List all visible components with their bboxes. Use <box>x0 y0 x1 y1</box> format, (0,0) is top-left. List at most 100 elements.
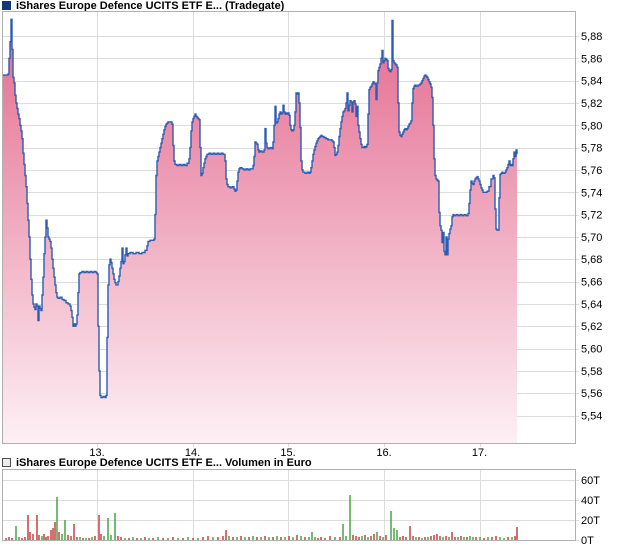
volume-bar <box>76 537 78 540</box>
volume-bar <box>32 534 34 540</box>
volume-bar <box>47 536 49 540</box>
volume-bar <box>248 537 250 540</box>
volume-bar <box>38 535 40 540</box>
volume-bar <box>272 537 274 540</box>
price-chart-header: iShares Europe Defence UCITS ETF E... (T… <box>2 0 285 12</box>
volume-bar <box>424 537 426 540</box>
price-y-axis-labels: 5,88 5,86 5,84 5,82 5,80 5,78 5,76 5,74 5,72 5,70… <box>581 31 602 423</box>
volume-bar <box>373 534 375 540</box>
volume-bar <box>107 518 109 540</box>
volume-bar <box>292 537 294 540</box>
volume-bar <box>491 537 493 540</box>
x-axis-day-label: 13. <box>89 447 104 459</box>
volume-bar <box>454 537 456 540</box>
volume-bar <box>367 537 369 540</box>
volume-bar <box>376 532 378 540</box>
volume-bar <box>252 536 254 540</box>
volume-bar <box>8 537 10 540</box>
volume-bar <box>182 538 184 540</box>
x-axis-labels: 13. 14. 15. 16. 17. <box>89 447 487 459</box>
volume-bar <box>317 538 319 540</box>
price-y-tick-label: 5,58 <box>581 366 602 378</box>
volume-bar <box>85 538 87 540</box>
volume-bar <box>361 536 363 540</box>
volume-bar <box>82 538 84 540</box>
volume-bar <box>352 535 354 540</box>
price-y-tick-label: 5,56 <box>581 388 602 400</box>
volume-bar <box>18 537 20 540</box>
volume-bar <box>499 537 501 540</box>
price-y-tick-label: 5,70 <box>581 232 602 244</box>
volume-bar <box>98 515 100 540</box>
volume-bar <box>144 537 146 540</box>
volume-bar <box>110 535 112 540</box>
volume-bar <box>136 538 138 540</box>
volume-bar <box>217 537 219 540</box>
volume-bar <box>308 537 310 540</box>
price-y-tick-label: 5,68 <box>581 254 602 266</box>
volume-bar <box>334 537 336 540</box>
volume-bar <box>45 537 47 540</box>
volume-bar <box>355 536 357 540</box>
volume-bar <box>442 537 444 540</box>
volume-bar <box>222 536 224 540</box>
price-y-tick-label: 5,66 <box>581 277 602 289</box>
volume-bar <box>487 537 489 540</box>
volume-bar <box>448 537 450 540</box>
volume-bar <box>167 538 169 540</box>
price-y-tick-label: 5,88 <box>581 31 602 43</box>
volume-bar <box>436 534 438 540</box>
volume-bar <box>100 534 102 540</box>
volume-bar <box>56 497 58 540</box>
volume-bar <box>469 536 471 540</box>
volume-bar <box>349 495 351 540</box>
price-y-tick-label: 5,82 <box>581 98 602 110</box>
price-chart-title: iShares Europe Defence UCITS ETF E... (T… <box>16 0 285 12</box>
volume-chart-header: iShares Europe Defence UCITS ETF E... Vo… <box>2 457 312 469</box>
volume-bar <box>172 537 174 540</box>
volume-bar <box>412 536 414 540</box>
volume-bar <box>483 538 485 540</box>
price-y-tick-label: 5,72 <box>581 210 602 222</box>
volume-bar <box>358 537 360 540</box>
price-line <box>2 18 518 399</box>
volume-bar <box>91 537 93 540</box>
volume-bar <box>451 532 453 540</box>
volume-y-tick-label: 60T <box>581 475 600 487</box>
price-y-tick-label: 5,64 <box>581 299 602 311</box>
price-plot-border <box>2 11 576 444</box>
volume-bar <box>73 524 75 540</box>
volume-bar <box>177 538 179 540</box>
volume-bar <box>514 536 516 540</box>
volume-bar <box>27 515 29 540</box>
volume-bar <box>162 538 164 540</box>
volume-bar <box>88 538 90 540</box>
volume-bar <box>314 537 316 540</box>
volume-bar <box>225 530 227 540</box>
volume-bar <box>427 537 429 540</box>
volume-bar <box>370 536 372 540</box>
volume-bar <box>511 537 513 540</box>
volume-bar <box>197 538 199 540</box>
volume-bar <box>472 537 474 540</box>
volume-bar <box>503 538 505 540</box>
volume-bar <box>15 526 17 540</box>
volume-bar <box>475 537 477 540</box>
volume-bar <box>54 522 56 540</box>
volume-bar <box>399 537 401 540</box>
price-y-tick-label: 5,78 <box>581 143 602 155</box>
volume-bar <box>244 537 246 540</box>
volume-y-tick-label: 20T <box>581 515 600 527</box>
volume-bar <box>50 530 52 540</box>
volume-bar <box>236 537 238 540</box>
volume-bar <box>114 513 116 540</box>
volume-plot-border <box>2 469 576 541</box>
volume-bar <box>439 536 441 540</box>
x-axis-day-label: 14. <box>185 447 200 459</box>
volume-bar <box>445 536 447 540</box>
volume-bar <box>152 538 154 540</box>
x-axis-day-label: 17. <box>472 447 487 459</box>
volume-bar <box>342 524 344 540</box>
volume-bar <box>345 536 347 540</box>
